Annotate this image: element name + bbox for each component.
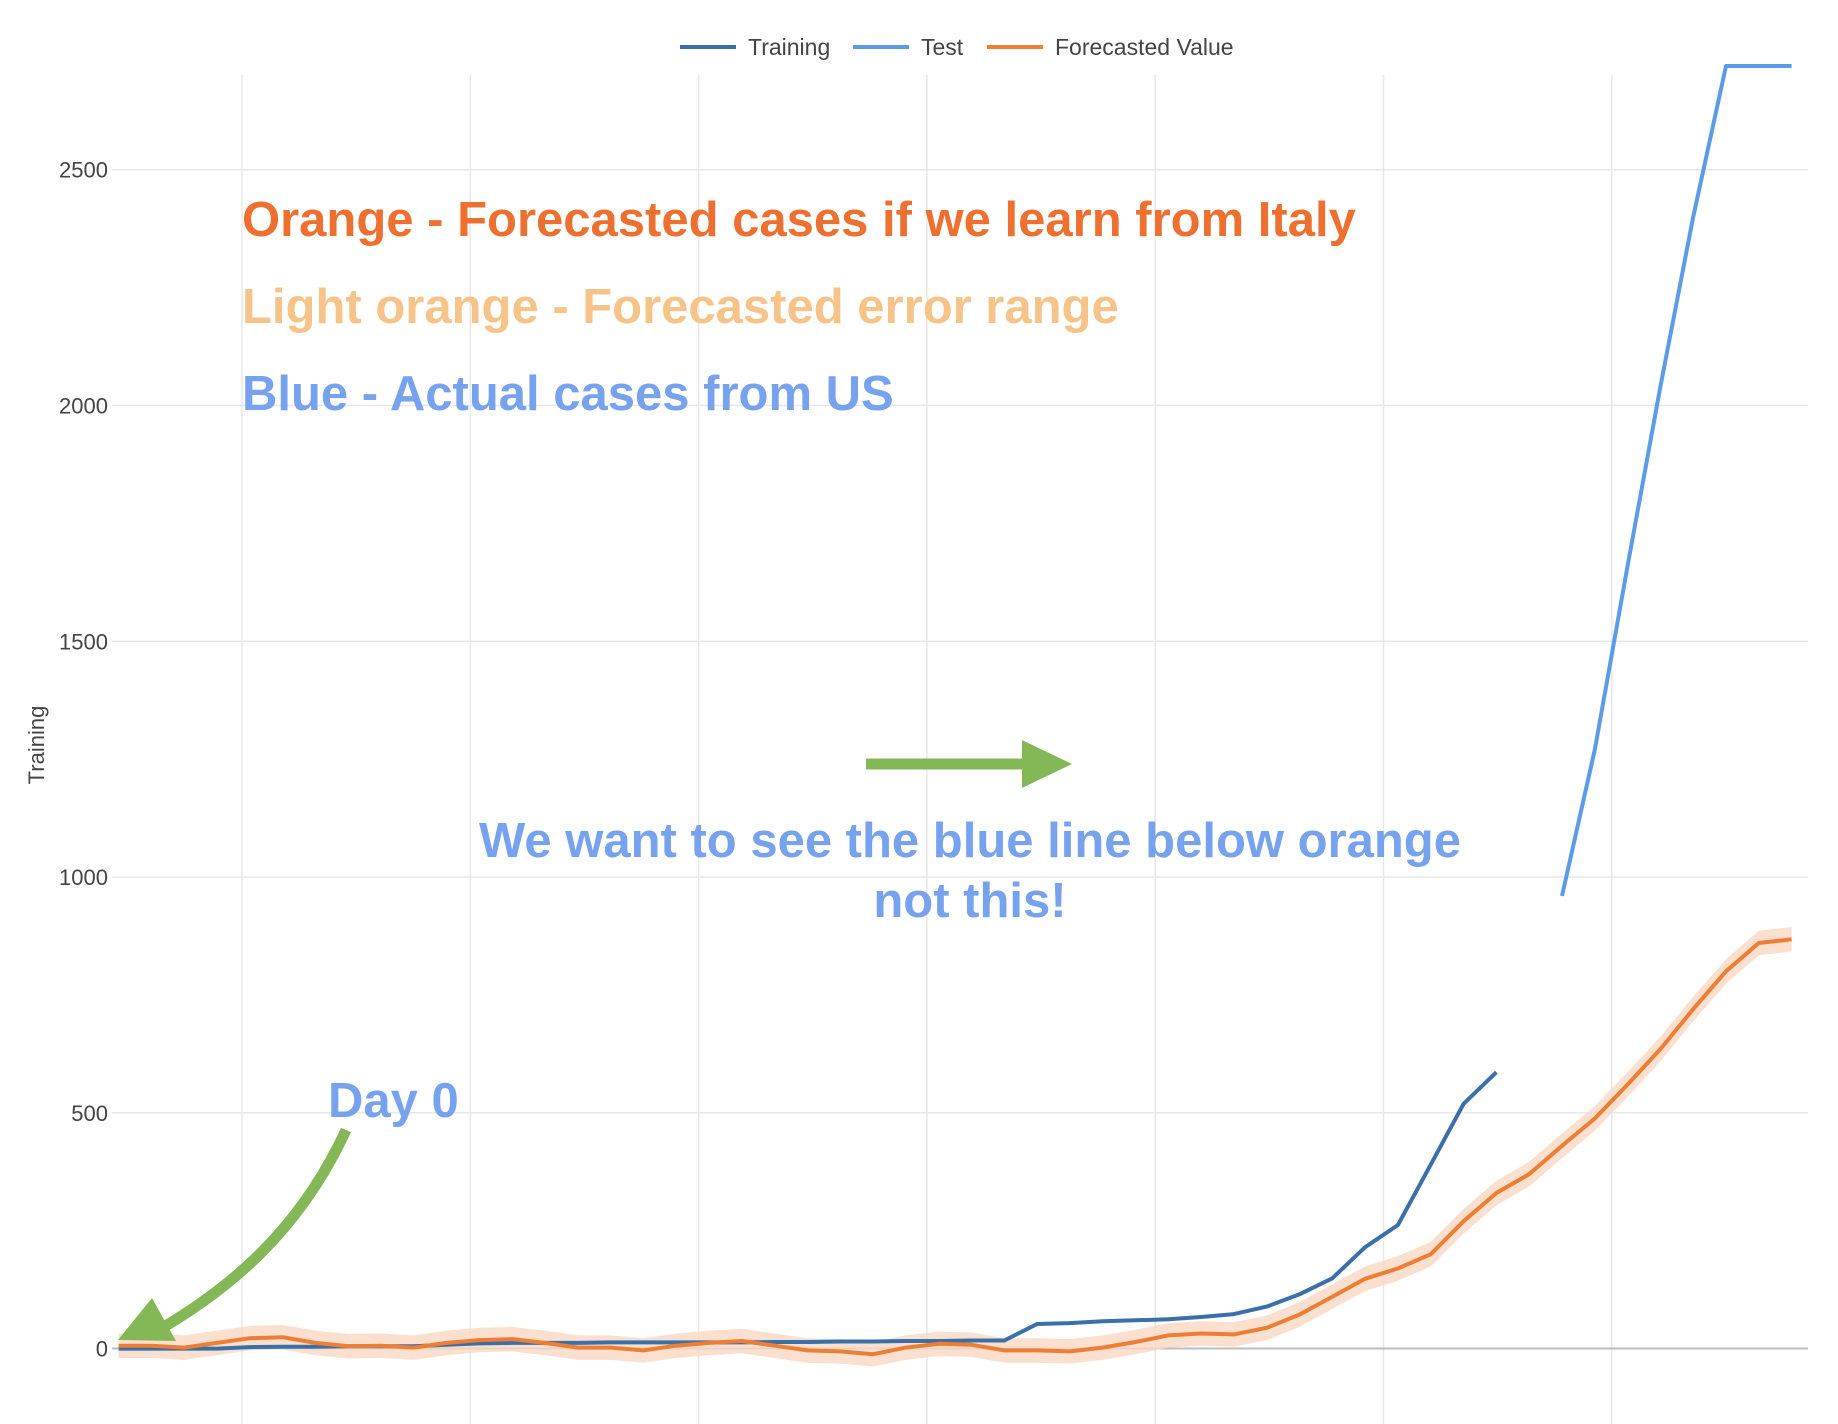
y-tick-label: 500: [71, 1101, 108, 1126]
annotation-light-orange: Light orange - Forecasted error range: [242, 280, 1119, 334]
annotation-orange: Orange - Forecasted cases if we learn fr…: [242, 193, 1356, 247]
y-tick-label: 2000: [59, 394, 108, 419]
annotation-day0: Day 0: [328, 1074, 459, 1128]
y-tick-labels: 0 500 1000 1500 2000 2500: [59, 158, 108, 1362]
legend-label-forecast: Forecasted Value: [1055, 34, 1234, 60]
y-tick-label: 2500: [59, 158, 108, 183]
gridlines: [112, 75, 1808, 1424]
annotation-message-line2: not this!: [873, 874, 1066, 928]
legend-label-training: Training: [748, 34, 830, 60]
error-band-forecasted-value: [118, 927, 1792, 1367]
series-line-test: [1560, 64, 1792, 897]
arrow-right-icon: [866, 740, 1072, 788]
y-axis-label: Training: [24, 706, 49, 785]
series-line-forecasted-value: [118, 937, 1792, 1357]
series-lines: [118, 64, 1792, 1357]
arrow-day0-icon: [118, 1127, 351, 1341]
y-tick-label: 0: [96, 1337, 108, 1362]
error-band-layer: [118, 927, 1792, 1367]
annotation-message-line1: We want to see the blue line below orang…: [479, 814, 1461, 868]
annotation-blue: Blue - Actual cases from US: [242, 367, 894, 421]
y-tick-label: 1000: [59, 865, 108, 890]
y-tick-label: 1500: [59, 629, 108, 654]
legend[interactable]: Training Test Forecasted Value: [680, 34, 1234, 60]
legend-label-test: Test: [921, 34, 964, 60]
